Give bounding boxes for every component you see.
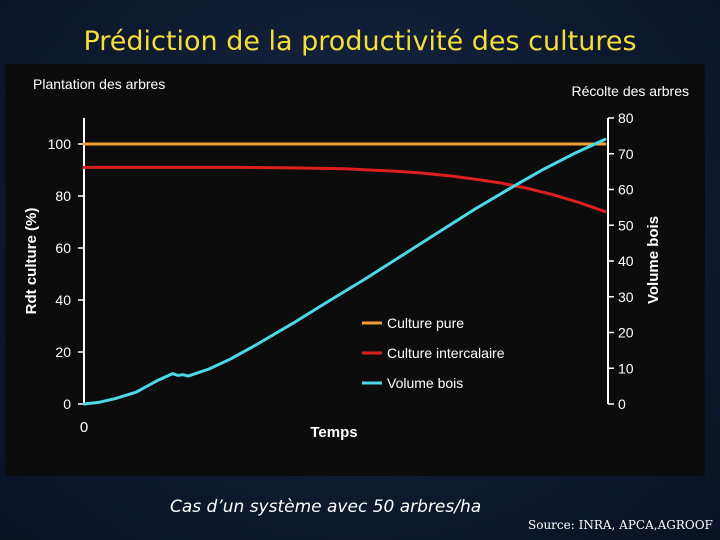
source-note: Source: INRA, APCA,AGROOF xyxy=(528,518,713,532)
legend: Culture pure Culture intercalaire Volume… xyxy=(362,315,505,391)
series-lines xyxy=(82,137,607,406)
slide-title: Prédiction de la productivité des cultur… xyxy=(83,26,637,57)
series-line-volume-bois xyxy=(82,137,607,406)
left-y-ticks: 0 20 40 60 80 100 xyxy=(48,136,84,412)
right-y-ticks: 0 10 20 30 40 50 60 70 80 xyxy=(608,110,634,412)
legend-label-culture-intercalaire: Culture intercalaire xyxy=(387,345,505,361)
right-y-tick-label: 40 xyxy=(618,253,634,269)
x-tick-label-0: 0 xyxy=(80,419,88,436)
right-y-tick-label: 70 xyxy=(618,146,634,162)
slide-caption: Cas d’un système avec 50 arbres/ha xyxy=(170,497,482,517)
x-axis-label: Temps xyxy=(310,424,357,441)
left-y-tick-label: 60 xyxy=(55,240,71,256)
right-y-tick-label: 10 xyxy=(618,360,634,376)
right-y-tick-label: 80 xyxy=(618,110,634,126)
left-y-tick-label: 0 xyxy=(63,396,71,412)
left-y-tick-label: 80 xyxy=(55,188,71,204)
right-y-tick-label: 50 xyxy=(618,217,634,233)
series-line-culture-intercalaire xyxy=(82,165,607,214)
chart-panel-background xyxy=(5,64,705,476)
legend-label-culture-pure: Culture pure xyxy=(387,315,464,331)
left-y-tick-label: 20 xyxy=(55,344,71,360)
chart-title-right: Récolte des arbres xyxy=(571,83,689,99)
right-y-tick-label: 0 xyxy=(618,396,626,412)
right-y-tick-label: 60 xyxy=(618,182,634,198)
left-y-tick-label: 40 xyxy=(55,292,71,308)
legend-label-volume-bois: Volume bois xyxy=(387,375,463,391)
right-y-tick-label: 30 xyxy=(618,289,634,305)
right-y-axis-label: Volume bois xyxy=(645,216,662,304)
chart-title-left: Plantation des arbres xyxy=(33,76,165,92)
left-y-axis-label: Rdt culture (%) xyxy=(23,208,40,315)
chart: Plantation des arbres Récolte des arbres… xyxy=(5,64,705,476)
left-y-tick-label: 100 xyxy=(48,136,72,152)
right-y-tick-label: 20 xyxy=(618,325,634,341)
